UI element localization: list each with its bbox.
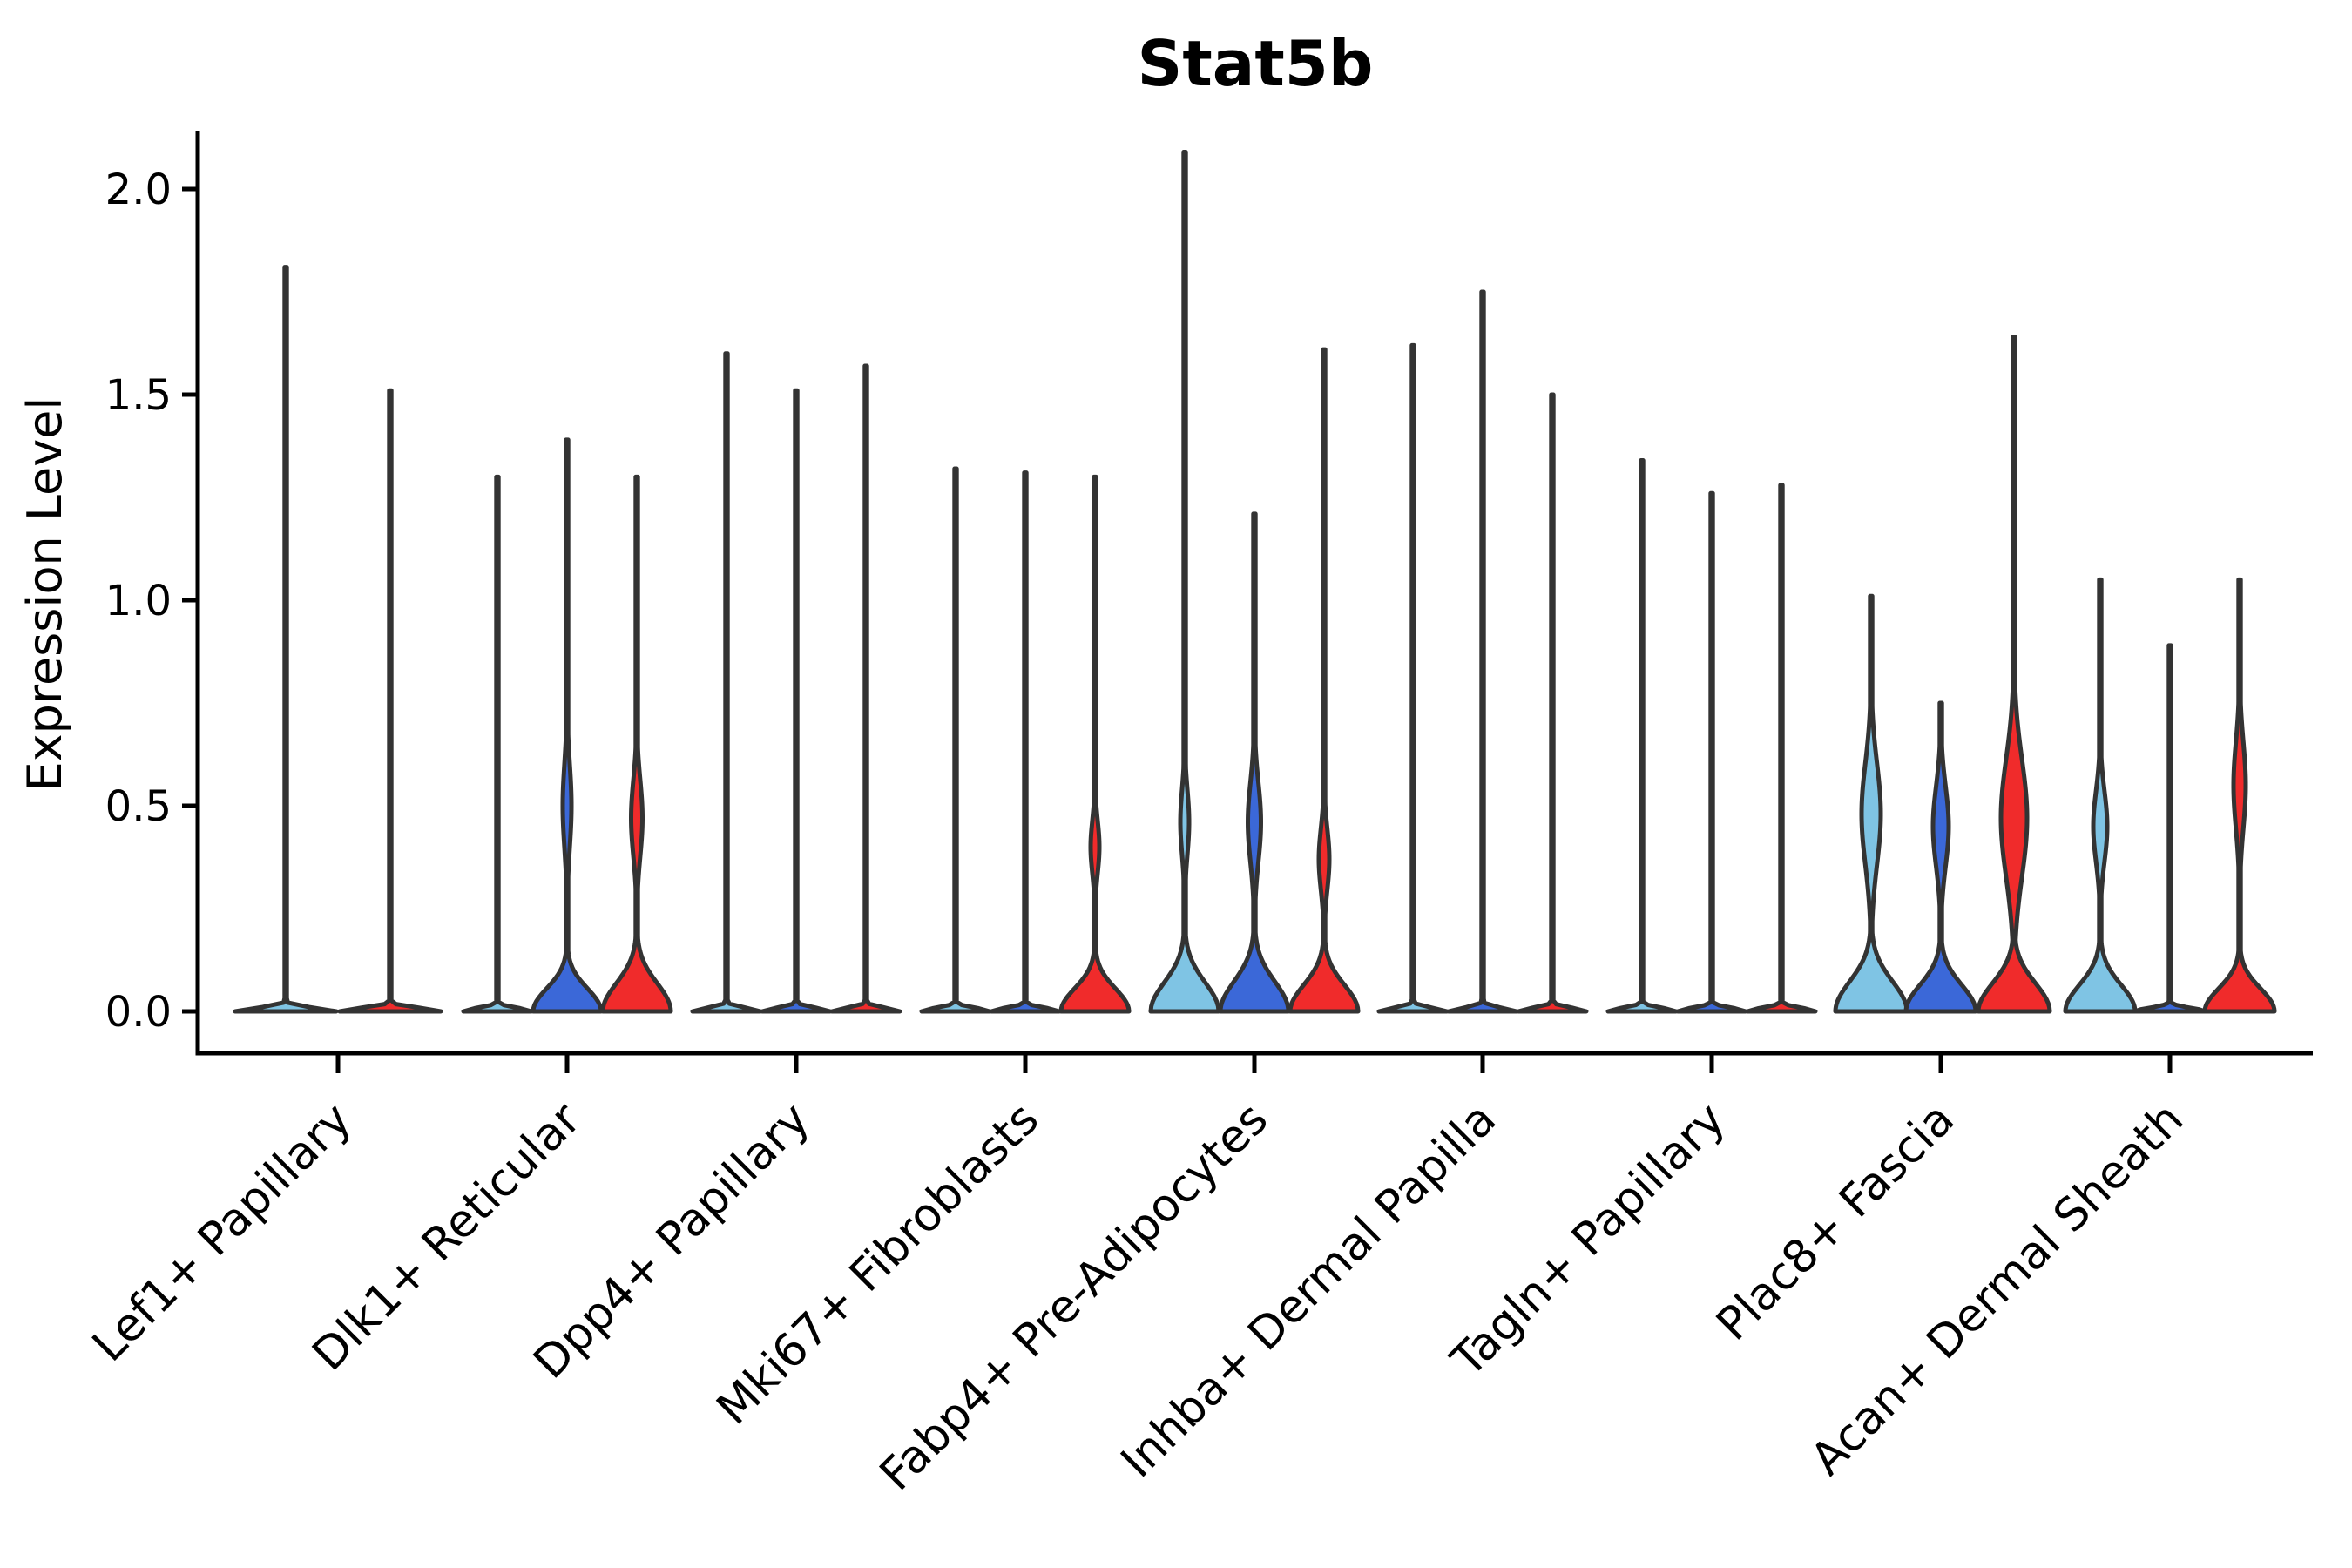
violin-plac8-fascia-blue <box>1903 700 1978 1014</box>
violin-inhba-dermal-papilla-skyblue <box>1376 342 1450 1014</box>
violins-layer <box>233 150 2277 1014</box>
violin-dpp4-papillary-blue <box>760 388 833 1014</box>
violin-lef1-papillary-red <box>337 388 443 1014</box>
y-tick-label-3: 1.5 <box>105 371 172 420</box>
violin-plac8-fascia-red <box>1976 335 2052 1014</box>
violin-dpp4-papillary-red <box>829 363 902 1014</box>
violin-dlk1-reticular-skyblue <box>461 474 534 1014</box>
x-tick-label-inhba-dermal-papilla: Inhba+ Dermal Papilla <box>1112 1093 1506 1488</box>
violin-lef1-papillary-skyblue <box>233 265 339 1014</box>
violin-plac8-fascia-skyblue <box>1833 593 1909 1014</box>
y-tick-label-0: 0.0 <box>105 988 172 1037</box>
violin-fabp4-pre-adipocytes-blue <box>1218 511 1291 1014</box>
violin-fabp4-pre-adipocytes-red <box>1288 347 1361 1014</box>
violin-dlk1-reticular-red <box>600 474 673 1014</box>
violin-dlk1-reticular-blue <box>531 437 604 1014</box>
violin-dpp4-papillary-skyblue <box>690 351 763 1014</box>
violin-tagln-papillary-red <box>1745 483 1818 1014</box>
violin-inhba-dermal-papilla-blue <box>1446 289 1519 1014</box>
y-tick-label-4: 2.0 <box>105 166 172 214</box>
violin-fabp4-pre-adipocytes-skyblue <box>1148 150 1221 1014</box>
chart-title: Stat5b <box>1138 27 1374 100</box>
violin-mki67-fibroblasts-red <box>1058 474 1132 1014</box>
violin-inhba-dermal-papilla-red <box>1516 392 1589 1014</box>
x-tick-label-acan-dermal-sheath: Acan+ Dermal Sheath <box>1801 1093 2194 1486</box>
violin-tagln-papillary-skyblue <box>1605 458 1679 1014</box>
violin-mki67-fibroblasts-skyblue <box>919 466 992 1014</box>
violin-tagln-papillary-blue <box>1675 490 1748 1014</box>
violin-mki67-fibroblasts-blue <box>989 470 1062 1014</box>
axis-spines <box>195 131 2313 1056</box>
violin-acan-dermal-sheath-red <box>2202 577 2277 1014</box>
violin-acan-dermal-sheath-skyblue <box>2063 577 2138 1014</box>
x-tick-label-fabp4-pre-adipocytes: Fabp4+ Pre-Adipocytes <box>870 1093 1278 1501</box>
violin-acan-dermal-sheath-blue <box>2132 643 2207 1014</box>
y-tick-label-2: 1.0 <box>105 577 172 625</box>
y-axis-label: Expression Level <box>17 397 72 792</box>
x-tick-label-plac8-fascia: Plac8+ Fascia <box>1707 1093 1964 1351</box>
y-tick-label-1: 0.5 <box>105 782 172 831</box>
